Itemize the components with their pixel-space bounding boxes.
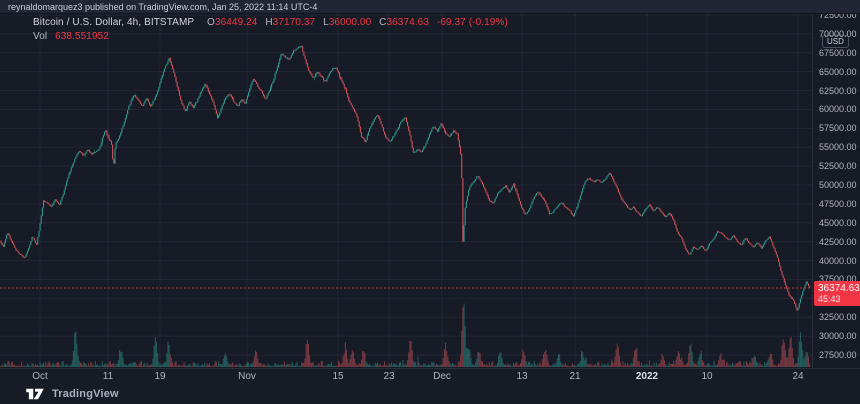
price-axis-label: 67500.00 bbox=[819, 47, 857, 58]
time-axis-label: Dec bbox=[433, 371, 451, 382]
change-value: -69.37 (-0.19%) bbox=[436, 17, 508, 28]
publish-text: reynaldomarquez3 published on TradingVie… bbox=[8, 2, 318, 12]
time-axis-label: Nov bbox=[238, 371, 256, 382]
price-axis[interactable]: USD 36374.63 45:43 72500.00 70000.00 67500… bbox=[812, 14, 860, 368]
price-axis-label: 52500.00 bbox=[819, 161, 857, 172]
low-label: L bbox=[323, 17, 329, 28]
close-value: 36374.63 bbox=[386, 17, 429, 28]
price-axis-label: 27500.00 bbox=[819, 350, 857, 360]
time-axis-label: 24 bbox=[792, 371, 804, 382]
candles-layer bbox=[0, 45, 811, 311]
price-axis-label: 55000.00 bbox=[819, 142, 857, 153]
price-axis-label: 50000.00 bbox=[819, 180, 857, 190]
price-axis-label: 60000.00 bbox=[819, 104, 857, 115]
legend-row-main: Bitcoin / U.S. Dollar, 4h, BITSTAMP O364… bbox=[33, 17, 508, 28]
price-axis-label: 62500.00 bbox=[819, 85, 857, 96]
price-axis-label: 30000.00 bbox=[819, 331, 857, 342]
open-label: O bbox=[207, 17, 215, 28]
time-axis-label: 15 bbox=[332, 371, 344, 382]
time-axis-label: 23 bbox=[383, 371, 395, 382]
price-axis-label: 70000.00 bbox=[819, 28, 857, 39]
tradingview-logo-icon[interactable] bbox=[25, 387, 45, 401]
currency-unit-badge: USD bbox=[822, 35, 849, 48]
time-axis-label: 2022 bbox=[635, 371, 659, 382]
last-price-value: 36374.63 bbox=[818, 282, 860, 294]
price-axis-label: 47500.00 bbox=[819, 198, 857, 209]
close-label: C bbox=[379, 17, 387, 28]
low-value: 36000.00 bbox=[328, 17, 372, 28]
open-value: 36449.24 bbox=[214, 17, 258, 28]
time-axis-label: 19 bbox=[154, 371, 166, 382]
time-axis-label: 13 bbox=[516, 371, 528, 382]
volume-label: Vol bbox=[33, 31, 48, 42]
symbol-title[interactable]: Bitcoin / U.S. Dollar, 4h, BITSTAMP bbox=[33, 17, 195, 28]
volume-value: 638.551952 bbox=[55, 31, 109, 42]
price-axis-label: 37500.00 bbox=[819, 274, 857, 285]
time-axis-label: 11 bbox=[102, 371, 114, 382]
volume-layer bbox=[0, 303, 811, 367]
high-value: 37170.37 bbox=[272, 17, 316, 28]
time-axis-label: Oct bbox=[32, 371, 48, 382]
price-axis-label: 45000.00 bbox=[819, 217, 857, 228]
price-axis-label: 57500.00 bbox=[819, 123, 857, 134]
price-axis-label: 40000.00 bbox=[819, 255, 857, 266]
time-axis[interactable]: Oct 11 19 Nov 15 23 Dec 13 21 2022 10 24 bbox=[0, 368, 860, 384]
high-label: H bbox=[265, 17, 273, 28]
price-axis-label: 42500.00 bbox=[819, 236, 857, 247]
publish-bar: reynaldomarquez3 published on TradingVie… bbox=[0, 0, 860, 14]
legend-row-volume: Vol 638.551952 bbox=[33, 31, 508, 42]
grid-layer bbox=[0, 14, 812, 368]
price-axis-label: 32500.00 bbox=[819, 312, 857, 323]
bar-countdown: 45:43 bbox=[818, 293, 841, 304]
time-axis-label: 21 bbox=[569, 371, 581, 382]
time-axis-label: 10 bbox=[701, 371, 713, 382]
price-axis-label: 65000.00 bbox=[819, 66, 857, 77]
last-price-badge: 36374.63 45:43 bbox=[814, 280, 860, 306]
price-axis-label: 72500.00 bbox=[819, 14, 857, 20]
footer-bar: TradingView bbox=[0, 384, 860, 404]
symbol-legend: Bitcoin / U.S. Dollar, 4h, BITSTAMP O364… bbox=[33, 17, 508, 42]
brand-text[interactable]: TradingView bbox=[52, 388, 119, 400]
